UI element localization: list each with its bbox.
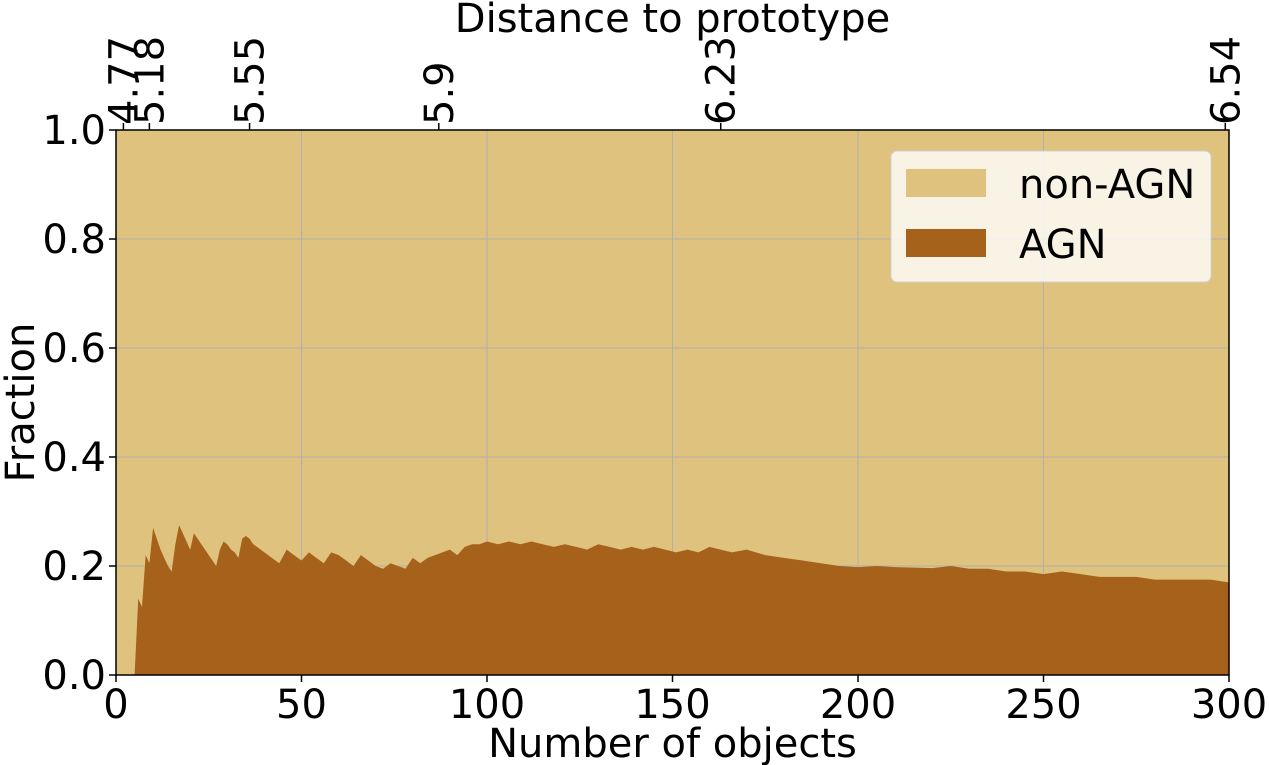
y-tick-label: 0.8 — [42, 217, 106, 263]
y-tick-label: 0.6 — [42, 326, 106, 372]
top-x-axis: 4.775.18 5.55 5.9 6.23 6.54 — [101, 36, 1249, 130]
x-axis-title: Number of objects — [488, 721, 857, 765]
legend-swatch-agn — [906, 229, 986, 257]
x-tick-label: 100 — [449, 682, 525, 728]
x-tick-label: 50 — [276, 682, 327, 728]
top-tick-label: 5.18 — [127, 36, 173, 125]
bottom-x-axis: 0 50 100 150 200 250 300 — [103, 675, 1267, 728]
top-tick-label: 4.77 — [101, 36, 147, 125]
y-tick-label: 1.0 — [42, 108, 106, 154]
left-y-axis: 0.0 0.2 0.4 0.6 0.8 1.0 — [42, 108, 116, 699]
legend: non-AGN AGN — [890, 150, 1212, 283]
top-tick-label: 5.55 — [228, 36, 274, 125]
y-tick-label: 0.4 — [42, 435, 106, 481]
legend-swatch-non-agn — [906, 169, 986, 197]
top-tick-label: 6.54 — [1203, 36, 1249, 125]
legend-label-non-agn: non-AGN — [1019, 162, 1195, 208]
x-tick-label: 0 — [103, 682, 128, 728]
x-tick-label: 200 — [820, 682, 896, 728]
x-tick-label: 150 — [634, 682, 710, 728]
x-tick-label: 250 — [1005, 682, 1081, 728]
top-x-axis-title: Distance to prototype — [455, 0, 890, 42]
y-tick-label: 0.0 — [42, 653, 106, 699]
y-tick-label: 0.2 — [42, 544, 106, 590]
top-tick-label: 5.9 — [417, 61, 463, 125]
x-tick-label: 300 — [1191, 682, 1267, 728]
y-axis-title: Fraction — [0, 323, 44, 483]
top-tick-label: 6.23 — [699, 36, 745, 125]
legend-label-agn: AGN — [1019, 222, 1107, 268]
agn-area — [116, 525, 1229, 675]
